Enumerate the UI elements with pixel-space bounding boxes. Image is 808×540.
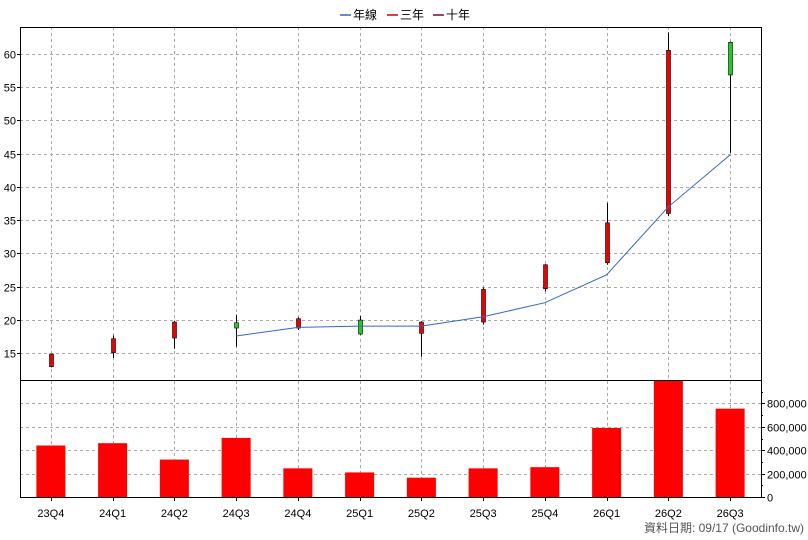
volume-tick-label: 0 xyxy=(767,493,773,505)
legend-item-three-year: 三年 xyxy=(387,8,424,22)
candle-body xyxy=(543,264,548,290)
x-tick-label: 26Q3 xyxy=(717,508,744,520)
candle-body xyxy=(296,318,301,329)
volume-bar xyxy=(159,459,189,497)
x-tick-label: 24Q4 xyxy=(284,508,311,520)
data-source-label: 資料日期: 09/17 (Goodinfo.tw) xyxy=(644,521,804,535)
price-tick-label: 50 xyxy=(4,116,16,128)
price-tick-label: 20 xyxy=(4,316,16,328)
x-tick-label: 25Q3 xyxy=(470,508,497,520)
candle-body xyxy=(49,353,54,367)
candle-body xyxy=(111,338,116,353)
legend-label-three-year: 三年 xyxy=(400,8,424,22)
legend-item-annual: 年線 xyxy=(340,7,377,22)
legend-label-ten-year: 十年 xyxy=(446,8,470,22)
volume-bar xyxy=(530,467,560,497)
x-tick-label: 24Q2 xyxy=(161,508,188,520)
legend-label-annual: 年線 xyxy=(353,7,377,22)
volume-tick-label: 400,000 xyxy=(767,446,807,458)
price-axis: 15 20 25 30 35 40 45 50 55 60 xyxy=(4,50,20,361)
volume-bar xyxy=(468,468,498,497)
candle-body xyxy=(481,289,486,323)
x-tick-label: 26Q1 xyxy=(593,508,620,520)
candle-body xyxy=(666,50,671,214)
volume-tick-label: 600,000 xyxy=(767,423,807,435)
price-tick-label: 30 xyxy=(4,249,16,261)
volume-bar xyxy=(283,468,313,497)
price-tick-label: 15 xyxy=(4,349,16,361)
candle-body xyxy=(419,321,424,334)
volume-bar xyxy=(98,443,128,497)
volume-tick-label: 200,000 xyxy=(767,470,807,482)
annual-line-series xyxy=(236,154,731,337)
x-tick-label: 24Q3 xyxy=(223,508,250,520)
legend-item-ten-year: 十年 xyxy=(433,8,470,22)
price-tick-label: 45 xyxy=(4,150,16,162)
volume-axis: 0 200,000 400,000 600,000 800,000 xyxy=(761,380,807,505)
price-panel-frame xyxy=(20,27,762,381)
x-tick-label: 25Q1 xyxy=(346,508,373,520)
candle-body xyxy=(728,42,733,76)
volume-bar xyxy=(406,477,436,497)
x-tick-label: 25Q4 xyxy=(531,508,558,520)
candle-body xyxy=(234,322,239,329)
volume-bars xyxy=(36,380,745,497)
price-tick-label: 55 xyxy=(4,83,16,95)
volume-bar xyxy=(653,380,683,497)
volume-bar xyxy=(221,437,251,497)
price-tick-label: 35 xyxy=(4,216,16,228)
candlesticks xyxy=(49,32,733,368)
price-tick-label: 40 xyxy=(4,183,16,195)
volume-bar xyxy=(715,408,745,497)
volume-bar xyxy=(345,472,375,497)
x-tick-label: 24Q1 xyxy=(99,508,126,520)
volume-bar xyxy=(36,445,66,497)
x-tick-label: 23Q4 xyxy=(37,508,64,520)
volume-tick-label: 800,000 xyxy=(767,399,807,411)
plot-frames xyxy=(20,27,762,498)
annual-line xyxy=(236,154,731,337)
x-tick-label: 25Q2 xyxy=(408,508,435,520)
x-tick-label: 26Q2 xyxy=(655,508,682,520)
price-tick-label: 25 xyxy=(4,283,16,295)
x-axis: 23Q4 24Q1 24Q2 24Q3 24Q4 25Q1 25Q2 25Q3 25Q4 26Q1… xyxy=(37,497,744,520)
legend: 年線 三年 十年 xyxy=(340,7,470,22)
candle-body xyxy=(172,321,177,339)
volume-bar xyxy=(592,427,622,497)
price-tick-label: 60 xyxy=(4,50,16,62)
candle-body xyxy=(358,319,363,335)
candle-body xyxy=(605,222,610,264)
